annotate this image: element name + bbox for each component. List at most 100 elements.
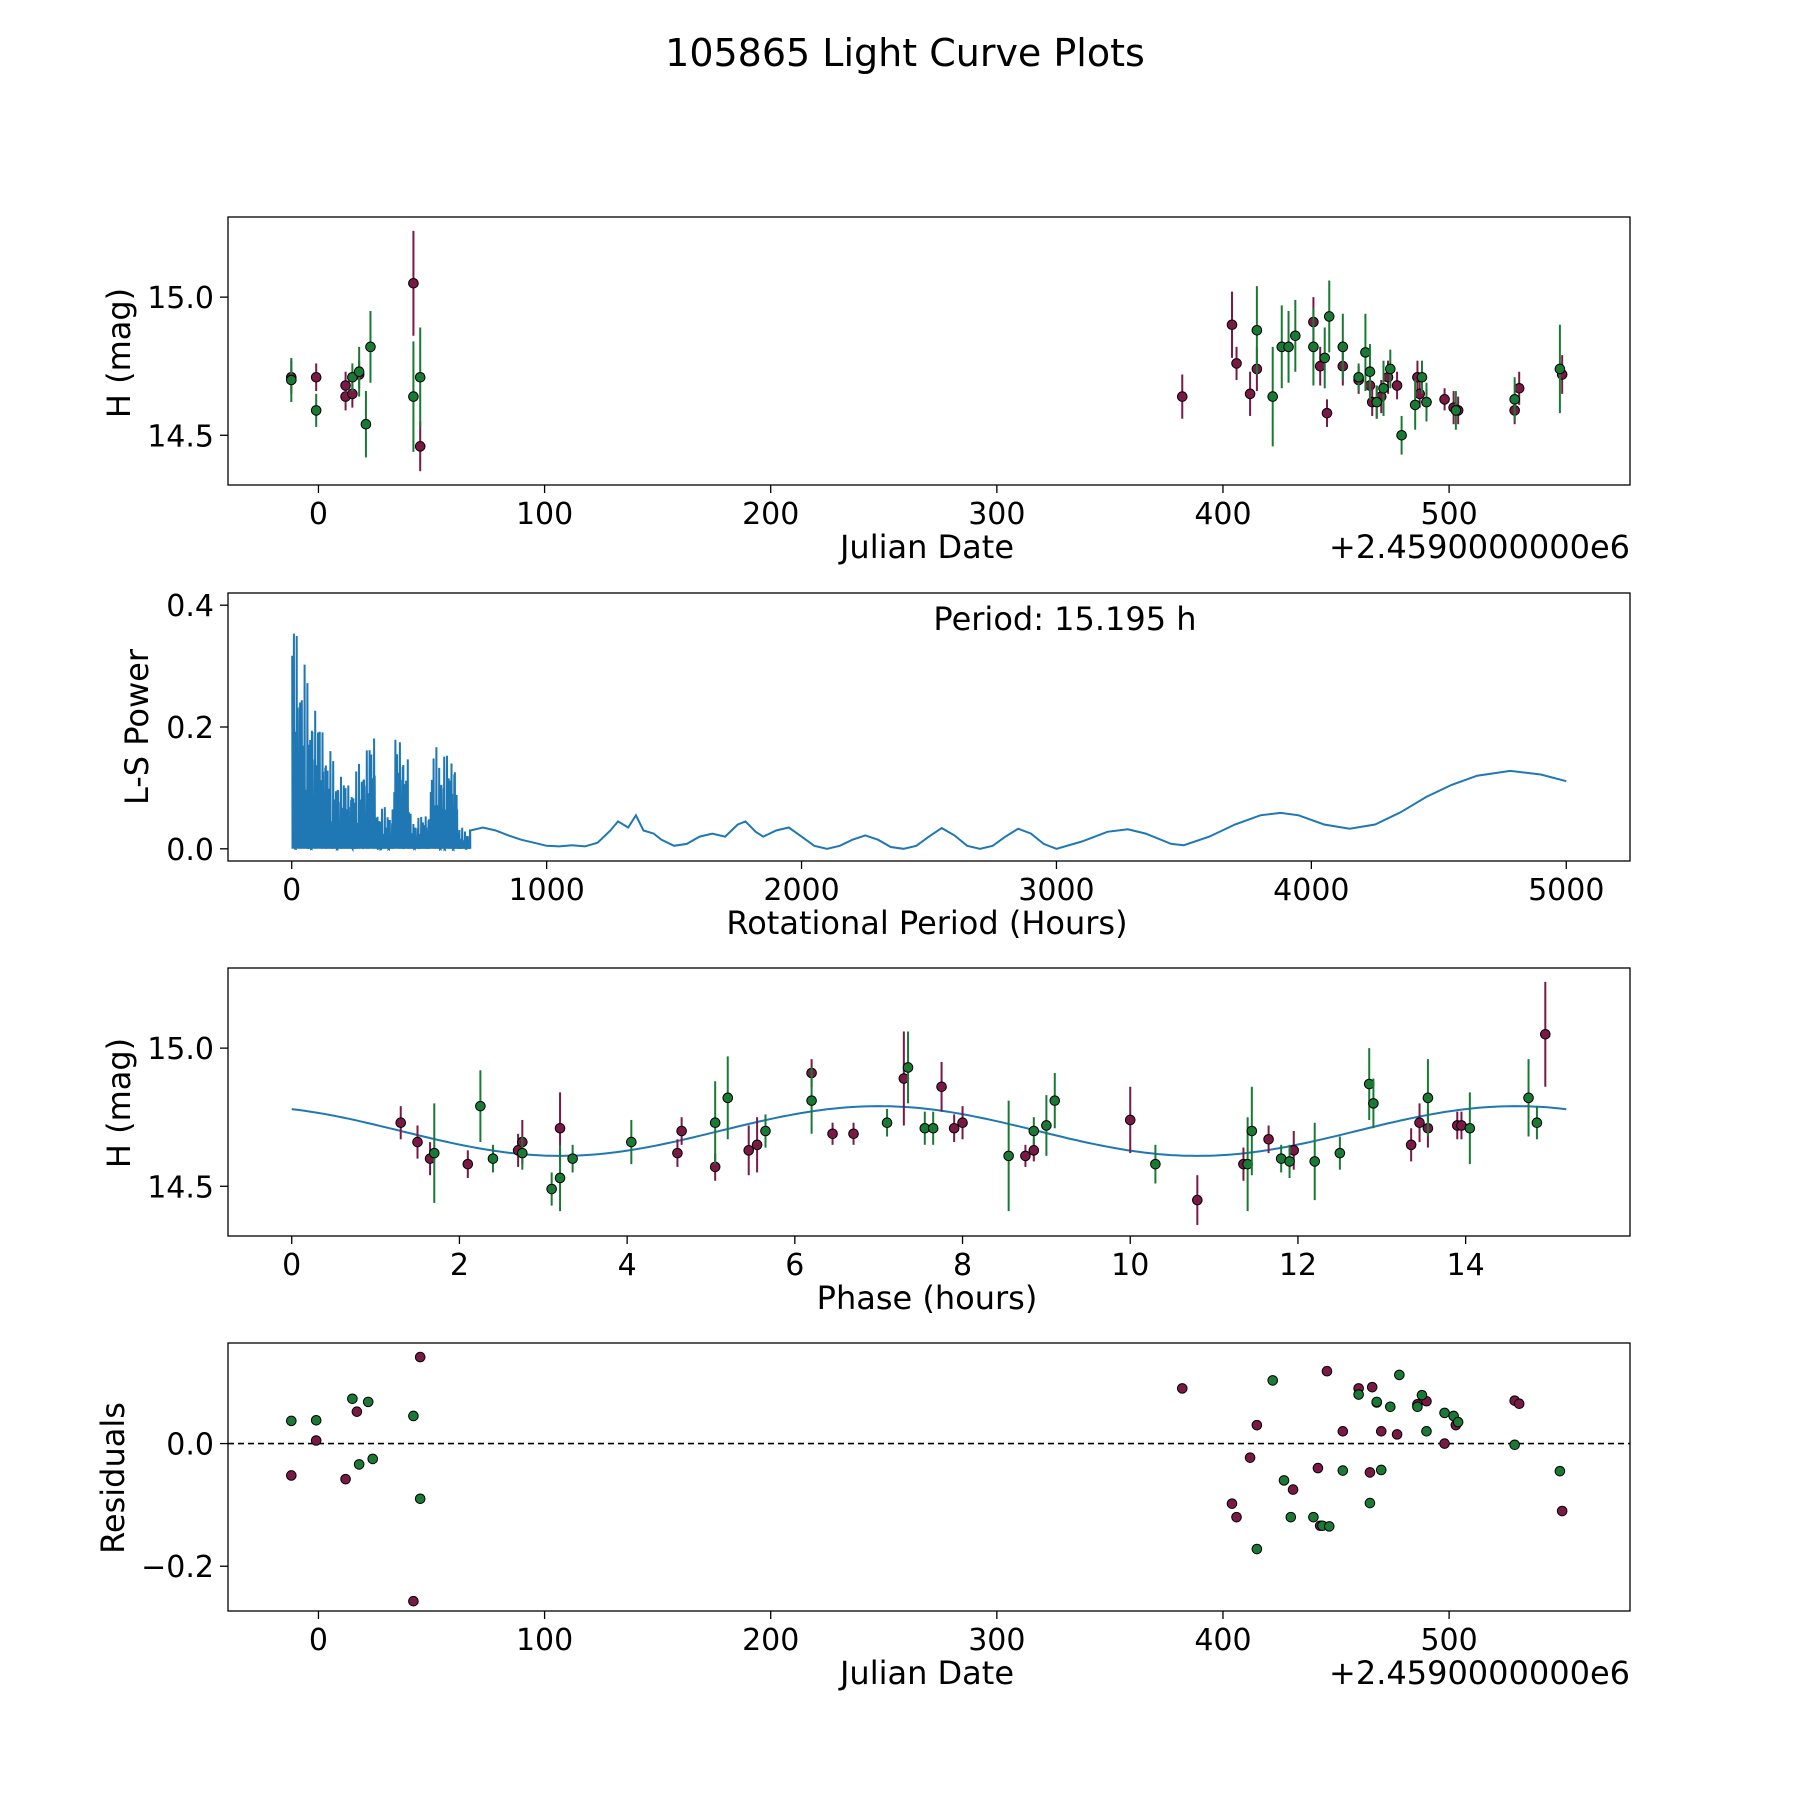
- lightcurve-ytick-label: 14.5: [147, 419, 214, 454]
- periodogram-ytick-label: 0.0: [166, 833, 214, 868]
- periodogram-xtick-label: 4000: [1273, 873, 1349, 908]
- lightcurve-xtick-label: 400: [1194, 497, 1251, 532]
- periodogram-ylabel: L-S Power: [118, 648, 156, 805]
- lightcurve-ytick-label: 15.0: [147, 281, 214, 316]
- lightcurve-xtick-label: 500: [1420, 497, 1477, 532]
- phased-data-point: [1309, 1156, 1321, 1167]
- lightcurve-data-point: [1364, 366, 1376, 378]
- phased-data-point: [554, 1122, 566, 1134]
- residuals-data-point: [1385, 1401, 1396, 1413]
- residuals-data-point: [1364, 1497, 1376, 1509]
- phased-data-point: [902, 1062, 914, 1073]
- residuals-panel: Julian Date Residuals +2.4590000000e6 0 1…: [94, 1342, 1631, 1692]
- phased-data-point: [475, 1100, 486, 1112]
- lightcurve-data-point: [1267, 391, 1279, 402]
- residuals-data-point: [340, 1473, 351, 1485]
- periodogram-panel: Rotational Period (Hours) L-S Power Peri…: [118, 589, 1631, 942]
- lightcurve-data-point: [1231, 358, 1242, 369]
- phased-data-point: [1028, 1145, 1040, 1156]
- residuals-data-point: [310, 1435, 322, 1446]
- residuals-data-point: [1439, 1407, 1450, 1419]
- residuals-data-point: [1394, 1369, 1405, 1381]
- phased-data-point: [676, 1125, 687, 1137]
- phased-data-point: [1028, 1125, 1040, 1137]
- residuals-axes-frame: [227, 1342, 1631, 1612]
- lightcurve-series-band-a: [286, 230, 1568, 472]
- lightcurve-data-point: [1323, 311, 1335, 322]
- phased-data-point: [881, 1117, 893, 1129]
- lightcurve-data-point: [1421, 396, 1432, 408]
- residuals-data-point: [347, 1393, 358, 1405]
- lightcurve-data-point: [1385, 363, 1396, 375]
- periodogram-power-line: [291, 633, 1567, 853]
- phased-data-point: [1041, 1120, 1052, 1131]
- lightcurve-data-point: [1439, 394, 1450, 405]
- phased-data-point: [760, 1125, 771, 1137]
- residuals-xtick-label: 400: [1194, 1623, 1251, 1658]
- lightcurve-xtick-label: 200: [742, 497, 799, 532]
- phased-data-point: [827, 1128, 838, 1140]
- phased-data-point: [1422, 1092, 1434, 1104]
- residuals-series-band-a: [286, 1351, 1568, 1607]
- lightcurve-data-point: [1396, 429, 1407, 441]
- phased-xtick-label: 2: [450, 1248, 469, 1283]
- residuals-ytick-label: −0.2: [141, 1550, 214, 1585]
- phased-data-point: [1003, 1150, 1014, 1162]
- phased-data-point: [1246, 1125, 1258, 1137]
- lightcurve-data-point: [1509, 394, 1520, 405]
- periodogram-xtick-label: 0: [282, 873, 301, 908]
- phased-xlabel: Phase (hours): [817, 1279, 1038, 1317]
- residuals-data-point: [1176, 1383, 1188, 1394]
- residuals-data-point: [1231, 1511, 1242, 1523]
- residuals-series-band-b: [286, 1369, 1566, 1555]
- residuals-data-point: [1509, 1439, 1520, 1451]
- residuals-xtick-label: 300: [968, 1623, 1025, 1658]
- phased-xtick-label: 14: [1447, 1248, 1485, 1283]
- lightcurve-data-point: [1513, 382, 1525, 394]
- residuals-data-point: [1323, 1521, 1335, 1532]
- residuals-data-point: [1513, 1398, 1525, 1410]
- residuals-data-point: [1251, 1419, 1263, 1431]
- lightcurve-data-point: [1409, 399, 1421, 411]
- phased-data-point: [626, 1136, 637, 1148]
- lightcurve-data-point: [1319, 352, 1331, 364]
- phased-data-point: [806, 1095, 817, 1106]
- lightcurve-data-point: [1337, 341, 1349, 353]
- phased-xtick-label: 10: [1111, 1248, 1149, 1283]
- lightcurve-data-point: [1290, 330, 1301, 342]
- lightcurve-data-point: [310, 371, 322, 383]
- residuals-data-point: [1364, 1467, 1376, 1478]
- lightcurve-data-point: [1176, 391, 1188, 402]
- phased-data-point: [1334, 1147, 1346, 1159]
- phased-data-point: [1540, 1029, 1551, 1040]
- lightcurve-data-point: [1244, 388, 1256, 400]
- phased-data-point: [709, 1117, 721, 1129]
- residuals-data-point: [1391, 1429, 1403, 1440]
- phased-data-point: [1263, 1133, 1274, 1145]
- residuals-xtick-label: 500: [1420, 1623, 1477, 1658]
- lightcurve-data-point: [414, 371, 426, 383]
- periodogram-xtick-label: 5000: [1528, 873, 1604, 908]
- lightcurve-data-point: [1360, 347, 1371, 358]
- lightcurve-data-point: [1371, 396, 1383, 408]
- periodogram-ytick-label: 0.2: [166, 711, 214, 746]
- residuals-data-point: [1226, 1498, 1238, 1509]
- lightcurve-data-point: [353, 366, 365, 378]
- phased-data-point: [1414, 1117, 1425, 1129]
- lightcurve-data-point: [1554, 363, 1566, 375]
- phased-data-point: [948, 1122, 960, 1134]
- phased-ytick-label: 14.5: [147, 1170, 214, 1205]
- lightcurve-data-point: [408, 391, 419, 402]
- lightcurve-data-point: [1353, 371, 1364, 383]
- phased-panel: Phase (hours) H (mag) 0 2 4 6 8 10 12 14 14.5 15.…: [100, 967, 1631, 1317]
- phased-data-point: [1150, 1158, 1161, 1170]
- phased-data-point: [848, 1128, 859, 1140]
- residuals-data-point: [362, 1396, 374, 1408]
- residuals-xlabel: Julian Date: [838, 1654, 1014, 1692]
- lightcurve-data-point: [1391, 380, 1403, 391]
- residuals-data-point: [414, 1351, 426, 1363]
- phased-xtick-label: 6: [785, 1248, 804, 1283]
- lightcurve-data-point: [408, 278, 419, 289]
- phased-series-band-a: [395, 981, 1551, 1225]
